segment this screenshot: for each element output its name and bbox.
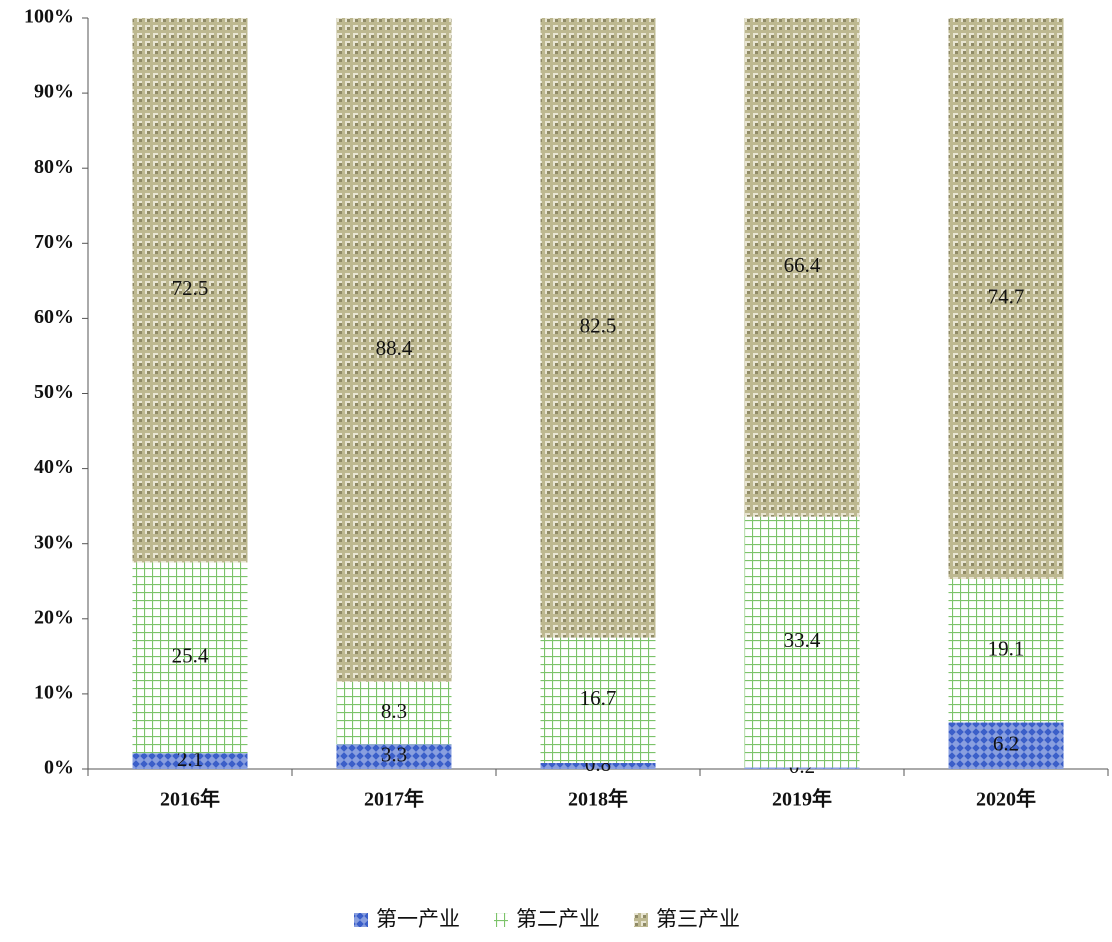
- y-tick-label: 10%: [34, 681, 74, 703]
- x-tick-label: 2017年: [364, 787, 424, 811]
- bar-segment: [540, 762, 656, 769]
- bar-segment: [336, 744, 452, 769]
- data-label: 66.4: [784, 253, 821, 277]
- data-label: 19.1: [988, 637, 1025, 661]
- y-tick-label: 70%: [34, 231, 74, 253]
- y-tick-label: 20%: [34, 606, 74, 628]
- data-label: 3.3: [381, 742, 407, 766]
- bar-segment: [132, 18, 248, 563]
- bar-segment: [744, 767, 860, 769]
- bar-segment: [744, 516, 860, 768]
- y-tick-label: 80%: [34, 156, 74, 178]
- bar-segment: [336, 18, 452, 682]
- data-label: 33.4: [784, 628, 821, 652]
- x-tick-label: 2016年: [160, 787, 220, 811]
- y-tick-label: 60%: [34, 306, 74, 328]
- data-label: 25.4: [172, 644, 209, 668]
- bar-segment: [540, 18, 656, 638]
- legend-swatch: [634, 913, 648, 927]
- legend-swatch: [494, 913, 508, 927]
- data-label: 88.4: [376, 336, 413, 360]
- bar-segment: [744, 18, 860, 517]
- x-tick-label: 2020年: [976, 787, 1036, 811]
- y-tick-label: 30%: [34, 531, 74, 553]
- legend-label: 第一产业: [376, 907, 460, 931]
- data-label: 72.5: [172, 276, 209, 300]
- bar-segment: [336, 681, 452, 745]
- x-tick-label: 2019年: [772, 787, 832, 811]
- legend-label: 第二产业: [516, 907, 600, 931]
- data-label: 74.7: [988, 284, 1025, 308]
- legend-swatch: [354, 913, 368, 927]
- y-tick-label: 0%: [44, 757, 74, 779]
- data-label: 8.3: [381, 699, 407, 723]
- x-tick-label: 2018年: [568, 787, 628, 811]
- y-tick-label: 40%: [34, 456, 74, 478]
- data-label: 82.5: [580, 314, 617, 338]
- bar-segment: [132, 562, 248, 754]
- y-tick-label: 100%: [24, 6, 74, 28]
- legend-label: 第三产业: [656, 907, 740, 931]
- bar-segment: [948, 722, 1064, 769]
- bar-segment: [132, 753, 248, 769]
- bar-segment: [948, 578, 1064, 723]
- bar-segment: [948, 18, 1064, 579]
- data-label: 16.7: [580, 686, 617, 710]
- y-tick-label: 50%: [34, 381, 74, 403]
- y-tick-label: 90%: [34, 81, 74, 103]
- bar-segment: [540, 637, 656, 763]
- data-label: 6.2: [993, 732, 1019, 756]
